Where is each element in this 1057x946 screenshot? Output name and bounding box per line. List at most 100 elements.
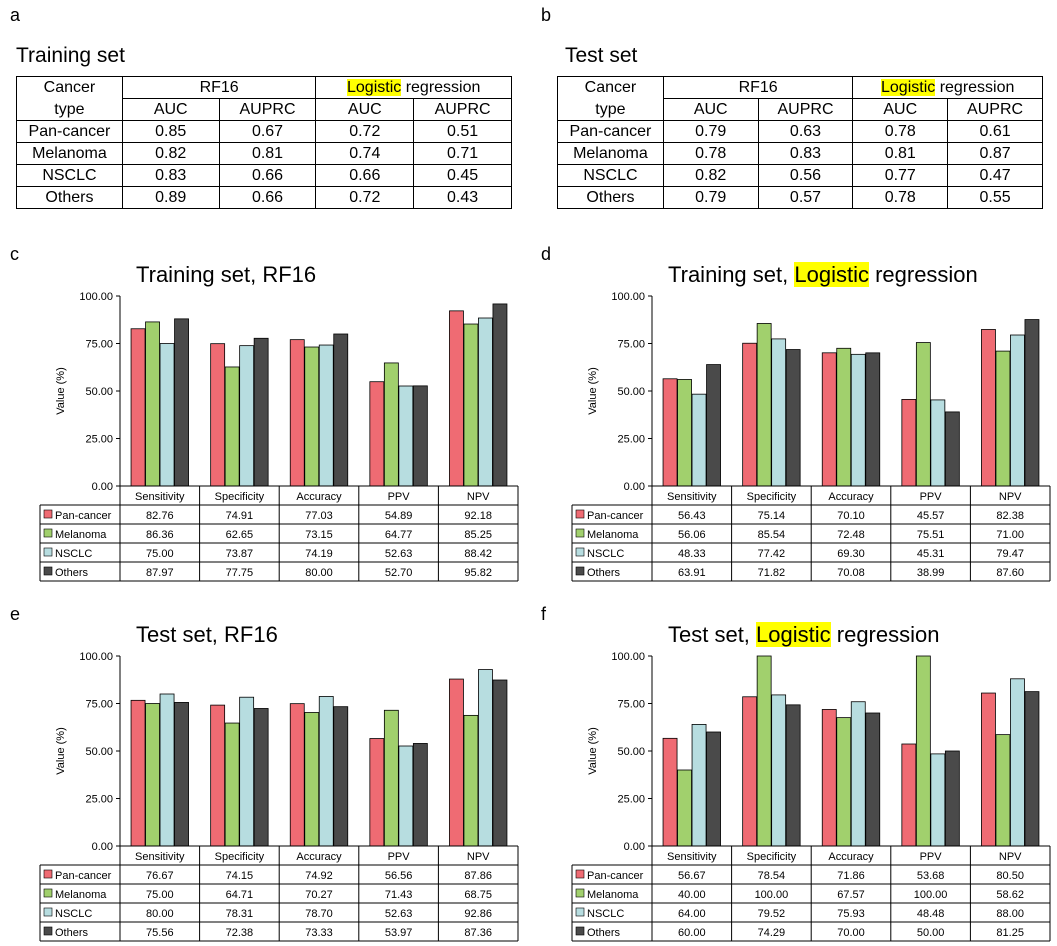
data-label: 64.71 [226,889,254,901]
legend-swatch-pan-cancer [43,509,53,519]
data-label: 92.18 [464,510,492,522]
bar-others-sensitivity [174,702,189,847]
bar-pan-cancer-specificity [742,696,758,847]
chart-svg: 0.00 25.00 50.00 75.00 100.00 Value (%) Sensit… [571,291,1051,582]
row-name: Others [16,186,123,209]
cell: 0.66 [315,164,415,187]
header-rf16: RF16 [121,76,317,99]
cell: 0.71 [413,142,512,165]
regression-text: regression [401,79,481,96]
legend-swatch-others [43,926,53,936]
cell: 0.66 [218,164,317,187]
y-tick-label: 50.00 [617,386,645,398]
bar-melanoma-ppv [915,342,931,487]
legend-label-nsclc: NSCLC [55,908,92,920]
legend-label-nsclc: NSCLC [587,908,624,920]
bar-pan-cancer-specificity [742,342,758,487]
cell: 0.83 [757,142,854,165]
bar-pan-cancer-accuracy [289,339,305,487]
legend-swatch-melanoma [43,888,53,898]
category-label: Specificity [215,491,265,503]
chart-test-logistic: Test set, Logistic regression 0.00 25.00 50… [568,622,1056,942]
data-label: 74.15 [226,870,254,882]
data-label: 78.54 [758,870,786,882]
bar-nsclc-sensitivity [159,343,175,487]
bar-melanoma-specificity [756,323,772,487]
cell: 0.51 [413,120,512,143]
cell: 0.82 [662,164,759,187]
bar-others-npv [492,303,508,487]
bar-melanoma-ppv [383,709,399,847]
bar-nsclc-npv [1010,678,1025,847]
legend-swatch-others [43,566,53,576]
y-tick-label: 0.00 [92,481,113,493]
data-label: 69.30 [837,548,865,560]
data-label: 70.08 [837,567,865,579]
bar-melanoma-npv [463,323,479,487]
bar-nsclc-accuracy [318,344,334,487]
legend-label-others: Others [55,927,89,939]
bar-melanoma-ppv [383,362,399,487]
bar-melanoma-sensitivity [677,769,692,847]
cell: 0.78 [852,120,949,143]
category-label: NPV [999,491,1022,503]
legend-swatch-nsclc [43,547,53,557]
legend-swatch-others [575,926,585,936]
bar-melanoma-npv [463,714,479,847]
category-label: NPV [467,491,490,503]
subheader: AUC [852,98,949,121]
y-tick-label: 100.00 [611,291,645,303]
y-tick-label: 75.00 [85,699,113,711]
legend-label-pan-cancer: Pan-cancer [55,870,112,882]
data-label: 45.57 [917,510,945,522]
category-label: PPV [920,851,943,863]
bar-others-specificity [785,349,801,487]
bar-melanoma-sensitivity [145,321,160,487]
data-label: 68.75 [464,889,492,901]
bar-nsclc-accuracy [850,353,866,487]
bar-pan-cancer-specificity [210,343,226,487]
bar-nsclc-specificity [239,696,255,847]
cell: 0.78 [852,186,949,209]
data-label: 48.48 [917,908,945,920]
data-label: 64.00 [678,908,706,920]
data-label: 79.52 [758,908,786,920]
bar-melanoma-specificity [224,366,240,487]
legend-label-nsclc: NSCLC [55,548,92,560]
header-logistic: Logistic regression [315,76,512,99]
row-name: Melanoma [16,142,123,165]
y-tick-label: 75.00 [617,339,645,351]
cell: 0.43 [413,186,512,209]
cell: 0.45 [413,164,512,187]
data-label: 71.82 [758,567,786,579]
y-tick-label: 25.00 [617,434,645,446]
data-label: 85.25 [464,529,492,541]
data-label: 45.31 [917,548,945,560]
cell: 0.57 [757,186,854,209]
data-label: 71.43 [385,889,413,901]
y-tick-label: 25.00 [617,794,645,806]
cell: 0.63 [757,120,854,143]
panel-label-d: d [541,244,552,264]
y-tick-label: 100.00 [611,651,645,663]
bar-melanoma-sensitivity [145,703,160,847]
panel-label-a: a [10,5,21,25]
cell: 0.72 [315,120,415,143]
cell: 0.89 [121,186,220,209]
bar-melanoma-accuracy [836,717,852,847]
bar-pan-cancer-ppv [369,738,385,847]
row-name: Pan-cancer [16,120,123,143]
cell: 0.72 [315,186,415,209]
header-type: type [557,98,664,121]
data-label: 87.97 [146,567,174,579]
data-label: 52.63 [385,548,413,560]
bar-others-ppv [944,750,960,847]
data-label: 56.06 [678,529,706,541]
data-label: 56.56 [385,870,413,882]
cell: 0.81 [852,142,949,165]
legend-swatch-others [575,566,585,576]
chart-title-part: Test set, RF16 [136,622,278,647]
data-label: 53.68 [917,870,945,882]
cell: 0.77 [852,164,949,187]
row-name: NSCLC [557,164,664,187]
